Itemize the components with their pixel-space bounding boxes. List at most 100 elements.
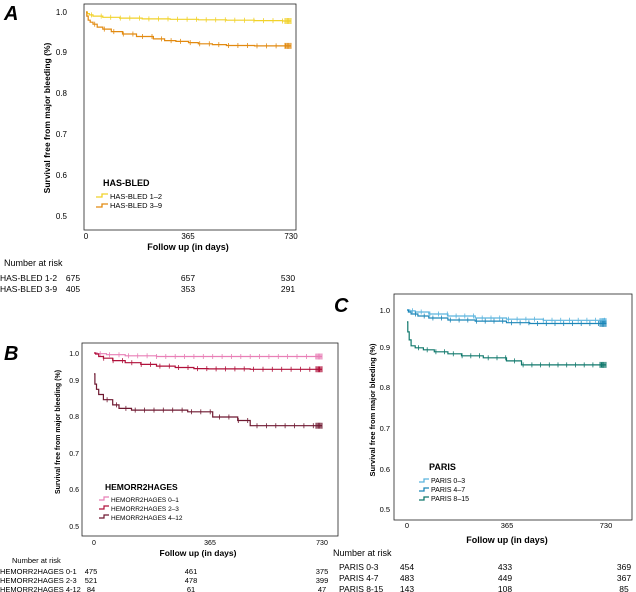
panel-a-risk-1-2: 291 bbox=[281, 284, 295, 294]
panel-c-legend-label-2: PARIS 8–15 bbox=[431, 496, 469, 503]
panel-a-ytick-1: 0.6 bbox=[56, 171, 68, 180]
panel-a-plot: Survival free from major bleeding (%) Fo… bbox=[42, 3, 298, 252]
panel-a-ytick-2: 0.7 bbox=[56, 130, 68, 139]
panel-b-risk-label-0: HEMORR2HAGES 0-1 bbox=[0, 567, 77, 576]
panel-a-risk-label-0: HAS-BLED 1-2 bbox=[0, 273, 57, 283]
panel-b: B Survival free from major bleeding (%) … bbox=[0, 342, 339, 592]
panel-a-risk-header: Number at risk bbox=[4, 258, 63, 268]
panel-b-ytick-4: 0.9 bbox=[69, 378, 79, 385]
panel-c-legend-swatch-0 bbox=[419, 478, 429, 483]
panel-b-risk-0-2: 375 bbox=[316, 567, 329, 576]
panel-b-ytick-3: 0.8 bbox=[69, 414, 79, 421]
panel-a-legend-swatch-0 bbox=[96, 193, 108, 198]
panel-c-risk-1-2: 367 bbox=[617, 573, 631, 583]
panel-c-risk-1-1: 449 bbox=[498, 573, 512, 583]
panel-c-frame bbox=[393, 293, 633, 521]
panel-b-xlabel: Follow up (in days) bbox=[160, 548, 237, 558]
panel-a-risk-table: Number at risk HAS-BLED 1-2 675 657 530 … bbox=[0, 258, 295, 294]
panel-a-legend-label-0: HAS-BLED 1–2 bbox=[110, 192, 162, 201]
panel-c-ytick-5: 1.0 bbox=[380, 306, 390, 315]
panel-c-risk-0-1: 433 bbox=[498, 562, 512, 572]
panel-b-xtick-1: 365 bbox=[204, 540, 216, 547]
panel-c-ylabel: Survival free from major bleeding (%) bbox=[368, 343, 377, 476]
panel-a-risk-1-1: 353 bbox=[181, 284, 195, 294]
panel-a-xtick-2: 730 bbox=[284, 232, 298, 241]
panel-b-series-2-curve bbox=[94, 373, 322, 427]
panel-c-xtick-2: 730 bbox=[600, 521, 613, 530]
panel-c-legend-title: PARIS bbox=[429, 462, 456, 472]
panel-b-risk-1-2: 399 bbox=[316, 576, 329, 585]
panel-a-ytick-5: 1.0 bbox=[56, 8, 68, 17]
panel-b-ylabel: Survival free from major bleeding (%) bbox=[55, 370, 62, 494]
panel-b-risk-0-0: 475 bbox=[85, 567, 98, 576]
panel-a-risk-1-0: 405 bbox=[66, 284, 80, 294]
panel-a-xtick-0: 0 bbox=[84, 232, 89, 241]
panel-b-plot: Survival free from major bleeding (%) Fo… bbox=[55, 342, 339, 558]
panel-c-ytick-0: 0.5 bbox=[380, 505, 390, 514]
panel-c-legend-swatch-1 bbox=[419, 487, 429, 492]
panel-c-risk-1-0: 483 bbox=[400, 573, 414, 583]
panel-c-legend-label-0: PARIS 0–3 bbox=[431, 478, 465, 485]
panel-a-risk-0-2: 530 bbox=[281, 273, 295, 283]
panel-b-legend-swatch-0 bbox=[99, 496, 109, 501]
panel-a-xlabel: Follow up (in days) bbox=[147, 242, 229, 252]
panel-b-risk-table: Number at risk HEMORR2HAGES 0-1 475 461 … bbox=[0, 556, 328, 592]
panel-b-ytick-0: 0.5 bbox=[69, 524, 79, 531]
panel-c-risk-label-0: PARIS 0-3 bbox=[339, 562, 379, 572]
panel-a-xtick-1: 365 bbox=[181, 232, 195, 241]
panel-c-risk-header: Number at risk bbox=[333, 548, 392, 558]
panel-b-risk-label-1: HEMORR2HAGES 2-3 bbox=[0, 576, 77, 585]
panel-a-series-1-curve bbox=[86, 11, 291, 47]
panel-c-series-1-curve bbox=[407, 309, 607, 325]
panel-c-plot: Survival free from major bleeding (%) Fo… bbox=[368, 293, 633, 545]
panel-a-risk-0-0: 675 bbox=[66, 273, 80, 283]
panel-b-risk-label-2: HEMORR2HAGES 4-12 bbox=[0, 585, 81, 592]
panel-c-risk-2-2: 85 bbox=[619, 584, 629, 592]
panel-b-legend-label-0: HEMORR2HAGES 0–1 bbox=[111, 497, 179, 504]
panel-b-ytick-1: 0.6 bbox=[69, 487, 79, 494]
panel-b-legend-label-1: HEMORR2HAGES 2–3 bbox=[111, 506, 179, 513]
panel-c-letter: C bbox=[334, 295, 349, 317]
panel-a-ytick-3: 0.8 bbox=[56, 89, 68, 98]
panel-a-legend: HAS-BLED HAS-BLED 1–2 HAS-BLED 3–9 bbox=[96, 178, 162, 210]
panel-a-risk-label-1: HAS-BLED 3-9 bbox=[0, 284, 57, 294]
panel-b-curves bbox=[94, 351, 323, 429]
panel-b-risk-2-0: 84 bbox=[87, 585, 95, 592]
panel-b-legend-title: HEMORR2HAGES bbox=[105, 482, 178, 492]
panel-b-risk-header: Number at risk bbox=[12, 556, 61, 565]
panel-c-risk-label-2: PARIS 8-15 bbox=[339, 584, 384, 592]
panel-b-xtick-2: 730 bbox=[316, 540, 328, 547]
panel-c-curves bbox=[407, 308, 607, 368]
panel-a-series-0-curve bbox=[86, 11, 291, 22]
panel-a-legend-swatch-1 bbox=[96, 203, 108, 208]
panel-b-risk-1-1: 478 bbox=[185, 576, 198, 585]
panel-c-xtick-0: 0 bbox=[405, 521, 409, 530]
panel-c-legend-swatch-2 bbox=[419, 496, 429, 501]
panel-c: C Survival free from major bleeding (%) … bbox=[333, 293, 633, 592]
panel-c-risk-label-1: PARIS 4-7 bbox=[339, 573, 379, 583]
panel-b-xtick-0: 0 bbox=[92, 540, 96, 547]
panel-c-ytick-4: 0.9 bbox=[380, 343, 390, 352]
panel-b-ytick-5: 1.0 bbox=[69, 351, 79, 358]
panel-a: A Survival free from major bleeding (%) … bbox=[0, 3, 298, 294]
panel-c-series-0-curve bbox=[407, 309, 607, 322]
panel-c-xtick-1: 365 bbox=[501, 521, 514, 530]
panel-a-ytick-4: 0.9 bbox=[56, 48, 68, 57]
panel-b-legend: HEMORR2HAGES HEMORR2HAGES 0–1 HEMORR2HAG… bbox=[99, 482, 183, 522]
panel-a-frame bbox=[83, 3, 297, 231]
panel-b-legend-swatch-1 bbox=[99, 505, 109, 510]
panel-c-ytick-2: 0.7 bbox=[380, 424, 390, 433]
panel-a-ylabel: Survival free from major bleeding (%) bbox=[42, 42, 52, 193]
panel-c-legend-label-1: PARIS 4–7 bbox=[431, 487, 465, 494]
panel-a-risk-0-1: 657 bbox=[181, 273, 195, 283]
panel-b-frame bbox=[81, 342, 339, 537]
panel-b-risk-0-1: 461 bbox=[185, 567, 198, 576]
panel-a-letter: A bbox=[3, 3, 18, 25]
panel-c-legend: PARIS PARIS 0–3 PARIS 4–7 PARIS 8–15 bbox=[419, 462, 469, 503]
panel-c-ytick-1: 0.6 bbox=[380, 465, 390, 474]
panel-b-risk-1-0: 521 bbox=[85, 576, 98, 585]
panel-a-curves bbox=[86, 11, 292, 49]
panel-b-letter: B bbox=[4, 343, 18, 365]
panel-c-risk-2-0: 143 bbox=[400, 584, 414, 592]
